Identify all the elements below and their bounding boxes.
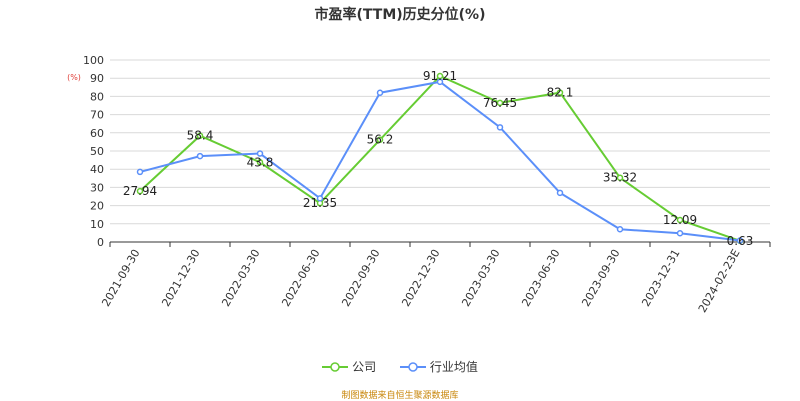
y-unit-label: (%): [67, 73, 81, 82]
data-point: [136, 187, 144, 195]
data-point: [556, 189, 564, 197]
data-point: [256, 159, 264, 166]
data-label: 91.21: [423, 69, 457, 83]
y-tick-label: 30: [90, 181, 104, 194]
source-note: 制图数据来自恒生聚源数据库: [341, 391, 459, 401]
y-tick-label: 80: [90, 90, 104, 103]
x-tick-label: 2021-12-30: [159, 247, 202, 309]
data-point: [496, 124, 504, 131]
data-label: 0.63: [727, 234, 754, 248]
x-tick-label: 2022-12-30: [399, 247, 442, 309]
data-label: 43.8: [247, 155, 274, 169]
y-tick-label: 0: [97, 236, 104, 249]
series-lines: [136, 72, 744, 245]
data-labels: 27.94 58.4 43.8 21.35 56.2 91.21 76.45 82.1 35.3…: [123, 69, 754, 248]
x-tick-label: 2021-09-30: [99, 247, 142, 309]
x-tick-label: 2024-02-23E: [696, 247, 743, 315]
data-point: [256, 150, 264, 157]
x-tick-label: 2023-09-30: [579, 247, 622, 309]
y-tick-label: 70: [90, 109, 104, 122]
data-point: [436, 78, 444, 86]
data-point: [616, 174, 624, 181]
y-tick-label: 100: [83, 54, 104, 67]
data-label: 76.45: [483, 96, 517, 110]
data-label: 12.09: [663, 213, 697, 227]
data-label: 35.32: [603, 171, 637, 185]
legend-label-industry: 行业均值: [429, 360, 478, 374]
data-point: [616, 226, 624, 233]
y-tick-label: 90: [90, 72, 104, 85]
y-tick-label: 20: [90, 200, 104, 213]
x-tick-label: 2023-06-30: [519, 247, 562, 309]
data-point: [556, 89, 564, 96]
data-label: 58.4: [187, 129, 214, 143]
series-line: [139, 74, 741, 242]
data-label: 56.2: [367, 133, 394, 147]
data-point: [496, 99, 504, 107]
series-line: [139, 80, 741, 242]
data-point: [316, 195, 324, 202]
y-tick-label: 40: [90, 163, 104, 176]
legend-label-company: 公司: [352, 360, 377, 374]
legend-item-company[interactable]: 公司: [322, 358, 376, 375]
x-tick-label: 2022-03-30: [219, 247, 262, 309]
legend-line-icon: [399, 361, 426, 372]
legend-line-icon: [322, 361, 349, 372]
data-point: [136, 168, 144, 176]
chart-title: 市盈率(TTM)历史分位(%): [314, 7, 486, 23]
data-point: [196, 152, 204, 160]
x-tick-label: 2022-06-30: [279, 247, 322, 309]
x-tick-label: 2023-12-31: [639, 247, 682, 309]
data-point: [376, 136, 384, 143]
y-tick-label: 50: [90, 145, 104, 158]
data-label: 27.94: [123, 184, 157, 198]
data-point: [736, 237, 744, 244]
data-point: [376, 89, 384, 97]
data-point: [676, 216, 684, 224]
legend: 公司 行业均值: [0, 358, 800, 376]
data-label: 82.1: [547, 86, 574, 100]
data-point: [676, 230, 684, 237]
data-point: [436, 72, 444, 80]
data-point: [196, 132, 204, 139]
x-tick-label: 2023-03-30: [459, 247, 502, 309]
y-tick-label: 60: [90, 127, 104, 140]
data-label: 21.35: [303, 196, 337, 210]
legend-item-industry[interactable]: 行业均值: [399, 358, 478, 375]
y-tick-label: 10: [90, 218, 104, 231]
x-tick-label: 2022-09-30: [339, 247, 382, 309]
axes: 0 10 20 30 40 50 60 70 80 90 100 2021-09-30 2021-12-…: [83, 54, 771, 315]
